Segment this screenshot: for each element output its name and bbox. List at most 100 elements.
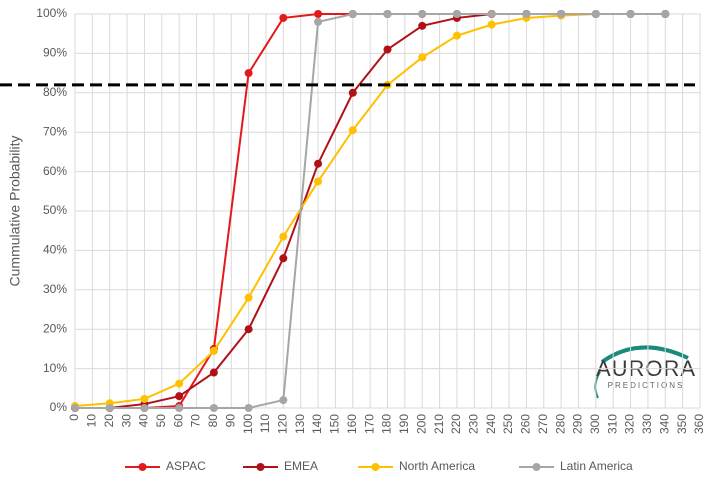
- point: [522, 10, 531, 18]
- legend-item: ASPAC: [125, 459, 206, 473]
- legend-label: ASPAC: [166, 459, 206, 473]
- x-tick-label: 200: [414, 414, 428, 434]
- legend-marker: [371, 463, 380, 471]
- legend-label: North America: [399, 459, 475, 473]
- x-tick-label: 50: [154, 414, 168, 428]
- x-tick-label: 230: [466, 414, 480, 434]
- x-tick-label: 90: [223, 414, 237, 428]
- point: [383, 45, 392, 54]
- point: [244, 404, 253, 412]
- legend-item: North America: [358, 459, 475, 473]
- x-tick-label: 340: [657, 414, 671, 434]
- x-tick-label: 330: [640, 414, 654, 434]
- series: [71, 10, 670, 412]
- x-tick-label: 240: [484, 414, 498, 434]
- x-tick-label: 360: [692, 414, 706, 434]
- x-tick-label: 120: [276, 414, 290, 434]
- x-tick-label: 290: [571, 414, 585, 434]
- x-tick-label: 110: [258, 414, 272, 433]
- x-tick-label: 320: [623, 414, 637, 434]
- grid: [74, 13, 701, 409]
- legend-item: EMEA: [243, 459, 318, 473]
- x-tick-label: 170: [362, 414, 376, 434]
- x-tick-label: 270: [536, 414, 550, 434]
- y-tick-label: 30%: [43, 282, 67, 296]
- y-tick-label: 10%: [43, 361, 67, 375]
- point: [452, 10, 461, 18]
- point: [209, 346, 218, 355]
- point: [175, 404, 184, 412]
- y-tick-label: 50%: [43, 203, 67, 217]
- x-tick-label: 310: [605, 414, 619, 434]
- point: [348, 10, 357, 18]
- x-tick-label: 250: [501, 414, 515, 434]
- point: [418, 53, 427, 62]
- point: [279, 232, 288, 241]
- legend-marker: [138, 463, 147, 471]
- y-tick-label: 100%: [36, 6, 67, 20]
- legend-label: EMEA: [284, 459, 318, 473]
- x-tick-label: 300: [588, 414, 602, 434]
- point: [452, 31, 461, 40]
- legend-marker: [532, 463, 541, 471]
- y-tick-label: 90%: [43, 46, 67, 60]
- x-tick-label: 180: [380, 414, 394, 434]
- x-tick-label: 140: [310, 414, 324, 434]
- x-tick-label: 190: [397, 414, 411, 434]
- y-tick-label: 70%: [43, 124, 67, 138]
- point: [175, 392, 184, 401]
- point: [661, 10, 670, 18]
- x-tick-label: 0: [67, 414, 81, 421]
- y-tick-label: 80%: [43, 85, 67, 99]
- x-tick-label: 160: [345, 414, 359, 434]
- x-tick-label: 60: [171, 414, 185, 428]
- point: [71, 404, 79, 412]
- point: [348, 88, 357, 97]
- x-tick-label: 150: [328, 414, 342, 434]
- point: [140, 394, 149, 403]
- legend-marker: [256, 463, 265, 471]
- point: [487, 10, 496, 18]
- point: [314, 17, 323, 26]
- x-tick-label: 130: [293, 414, 307, 434]
- point: [209, 368, 218, 377]
- x-tick-label: 350: [675, 414, 689, 434]
- point: [244, 325, 253, 334]
- point: [105, 404, 114, 412]
- point: [626, 10, 635, 18]
- point: [348, 126, 357, 135]
- point: [557, 10, 566, 18]
- point: [244, 293, 253, 302]
- point: [314, 159, 323, 168]
- x-tick-label: 260: [519, 414, 533, 434]
- x-tick-label: 220: [449, 414, 463, 434]
- point: [418, 10, 427, 18]
- point: [383, 10, 392, 18]
- x-tick-label: 70: [189, 414, 203, 428]
- point: [279, 396, 288, 405]
- logo-arc: [600, 345, 689, 364]
- point: [279, 254, 288, 263]
- x-tick-label: 10: [85, 414, 99, 428]
- point: [314, 10, 323, 18]
- series-line: [75, 13, 666, 409]
- y-tick-label: 60%: [43, 164, 67, 178]
- point: [175, 379, 184, 388]
- x-tick-label: 100: [241, 414, 255, 434]
- point: [279, 13, 288, 22]
- x-tick-label: 280: [553, 414, 567, 434]
- point: [418, 21, 427, 30]
- x-tick-label: 210: [432, 414, 446, 434]
- point: [140, 404, 149, 412]
- logo: AURORA PREDICTIONS: [594, 345, 695, 399]
- x-tick-label: 40: [137, 414, 151, 428]
- point: [314, 177, 323, 186]
- logo-subtitle: PREDICTIONS: [608, 381, 685, 390]
- y-tick-label: 0%: [50, 400, 68, 414]
- point: [209, 404, 218, 412]
- legend-label: Latin America: [560, 459, 633, 473]
- legend-item: Latin America: [519, 459, 633, 473]
- x-tick-label: 80: [206, 414, 220, 428]
- point: [591, 10, 600, 18]
